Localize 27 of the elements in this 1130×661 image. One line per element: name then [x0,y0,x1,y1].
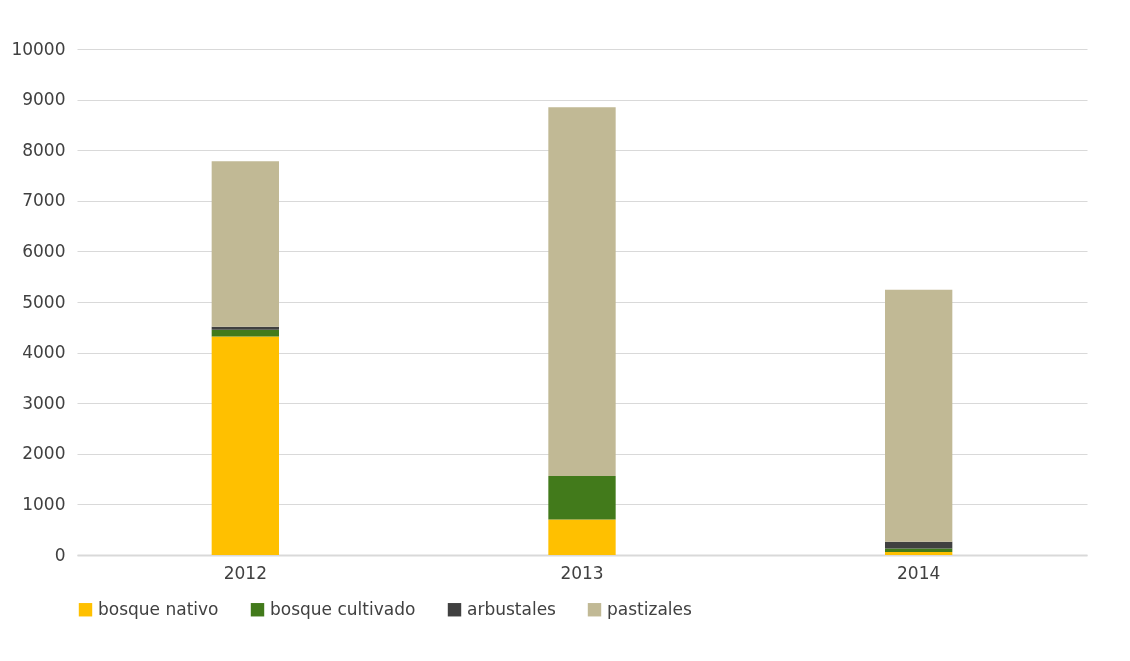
bar [211,329,279,337]
y-tick-label: 7000 [22,190,66,211]
bar [211,326,279,330]
bar [211,336,279,555]
x-tick-label: 2013 [560,562,604,583]
y-tick-label: 0 [54,544,66,565]
y-tick-label: 5000 [22,291,66,312]
x-tick-label: 2012 [223,562,267,583]
legend-label: bosque nativo [98,598,219,619]
legend-label: bosque cultivado [270,598,416,619]
y-tick-label: 1000 [22,493,66,514]
y-tick-label: 8000 [22,139,66,160]
bar [211,161,279,327]
y-tick-label: 10000 [11,38,66,59]
y-tick-label: 4000 [22,342,66,363]
legend-label: arbustales [467,598,557,619]
y-tick-label: 2000 [22,443,66,464]
y-tick-label: 3000 [22,392,66,413]
legend-label: pastizales [607,598,692,619]
bar [885,541,953,549]
x-tick-label: 2014 [897,562,941,583]
bar [885,289,953,542]
bar [548,519,616,555]
bar [548,476,616,520]
bar [548,107,616,477]
y-tick-label: 6000 [22,240,66,261]
y-tick-label: 9000 [22,89,66,110]
